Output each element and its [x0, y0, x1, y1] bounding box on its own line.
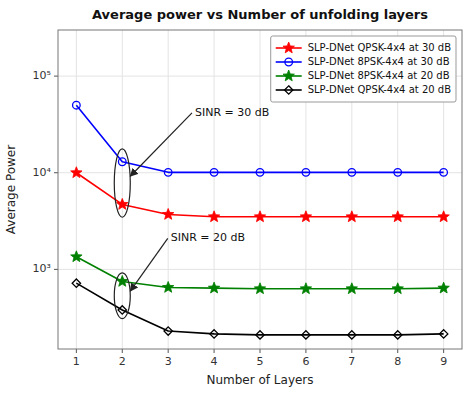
plot-area [58, 30, 462, 349]
data-point [302, 331, 310, 339]
data-point [302, 169, 310, 177]
x-tick-label: 7 [348, 355, 355, 368]
x-tick-label: 9 [440, 355, 447, 368]
data-point [394, 169, 402, 177]
data-point [300, 211, 311, 222]
annotation-text: SINR = 20 dB [171, 231, 245, 244]
x-tick [122, 349, 123, 353]
data-point [392, 211, 403, 222]
x-grid-line [214, 30, 215, 349]
data-point [394, 331, 402, 339]
y-tick [54, 76, 58, 77]
legend: SLP-DNet QPSK-4x4 at 30 dB SLP-DNet 8PSK-… [271, 36, 456, 102]
data-point [118, 306, 126, 314]
title: Average power vs Number of unfolding lay… [92, 7, 428, 22]
legend-marker [283, 70, 294, 81]
x-tick-label: 4 [211, 355, 218, 368]
plot-frame [58, 30, 462, 349]
legend-label: SLP-DNet 8PSK-4x4 at 20 dB [308, 70, 450, 81]
data-point [440, 169, 448, 177]
x-grid-line [76, 30, 77, 349]
data-point [438, 282, 449, 293]
data-point [438, 211, 449, 222]
x-tick [76, 349, 77, 353]
data-point [71, 251, 82, 262]
data-point [210, 169, 218, 177]
data-point [348, 331, 356, 339]
annotation-arrow [130, 113, 192, 176]
data-point [162, 208, 173, 219]
x-tick [397, 349, 398, 353]
y-tick-label: 10⁵ [33, 69, 51, 82]
data-point [71, 167, 82, 178]
data-point [439, 330, 447, 338]
annotation-text: SINR = 30 dB [195, 106, 269, 119]
data-point [164, 327, 172, 335]
y-tick [54, 172, 58, 173]
data-point [208, 211, 219, 222]
grid [58, 30, 462, 349]
x-tick [351, 349, 352, 353]
data-point [346, 211, 357, 222]
y-grid-line [58, 269, 462, 270]
x-tick [443, 349, 444, 353]
annotation-arrow [130, 238, 167, 291]
x-tick-label: 6 [302, 355, 309, 368]
legend-marker [285, 86, 293, 94]
x-grid-line [260, 30, 261, 349]
legend-line [276, 61, 302, 63]
data-point [117, 198, 128, 209]
data-point [348, 169, 356, 177]
data-point [118, 158, 126, 166]
data-point [162, 281, 173, 292]
chart: 1 2 3 4 5 6 7 8 9 10³ 10⁴ 10⁵ Average power vs Numbe… [0, 0, 474, 393]
y-tick [54, 269, 58, 270]
data-point [164, 169, 172, 177]
data-point [210, 330, 218, 338]
x-tick-label: 5 [257, 355, 264, 368]
y-tick-label: 10³ [33, 262, 51, 275]
series-line [76, 283, 443, 335]
annotations: SINR = 30 dB SINR = 20 dB [114, 106, 269, 319]
x-tick-label: 8 [394, 355, 401, 368]
x-grid-line [122, 30, 123, 349]
data-point [256, 169, 264, 177]
series-markers [71, 101, 450, 339]
annotation-ellipse [114, 273, 130, 319]
data-point [254, 211, 265, 222]
x-axis-label: Number of Layers [206, 373, 313, 387]
x-tick-label: 2 [119, 355, 126, 368]
x-tick [305, 349, 306, 353]
legend-label: SLP-DNet 8PSK-4x4 at 30 dB [308, 56, 450, 67]
legend-line [276, 89, 302, 91]
data-point [256, 331, 264, 339]
data-point [254, 283, 265, 294]
data-point [300, 283, 311, 294]
legend-box [271, 36, 456, 102]
y-tick-label: 10⁴ [33, 166, 52, 179]
x-tick-label: 1 [73, 355, 80, 368]
legend-label: SLP-DNet QPSK-4x4 at 20 dB [308, 84, 451, 95]
axes: 1 2 3 4 5 6 7 8 9 10³ 10⁴ 10⁵ [33, 69, 448, 368]
data-point [73, 101, 81, 109]
legend-marker [283, 42, 294, 53]
annotation-ellipse [114, 149, 130, 217]
data-point [392, 283, 403, 294]
series-line [76, 105, 443, 172]
x-grid-line [168, 30, 169, 349]
series-lines [76, 105, 443, 335]
data-point [72, 279, 80, 287]
x-tick [214, 349, 215, 353]
legend-label: SLP-DNet QPSK-4x4 at 30 dB [308, 42, 451, 53]
y-axis-label: Average Power [4, 145, 18, 234]
legend-marker [285, 58, 293, 66]
x-tick [168, 349, 169, 353]
data-point [346, 283, 357, 294]
data-point [208, 282, 219, 293]
x-tick [260, 349, 261, 353]
x-tick-label: 3 [165, 355, 172, 368]
